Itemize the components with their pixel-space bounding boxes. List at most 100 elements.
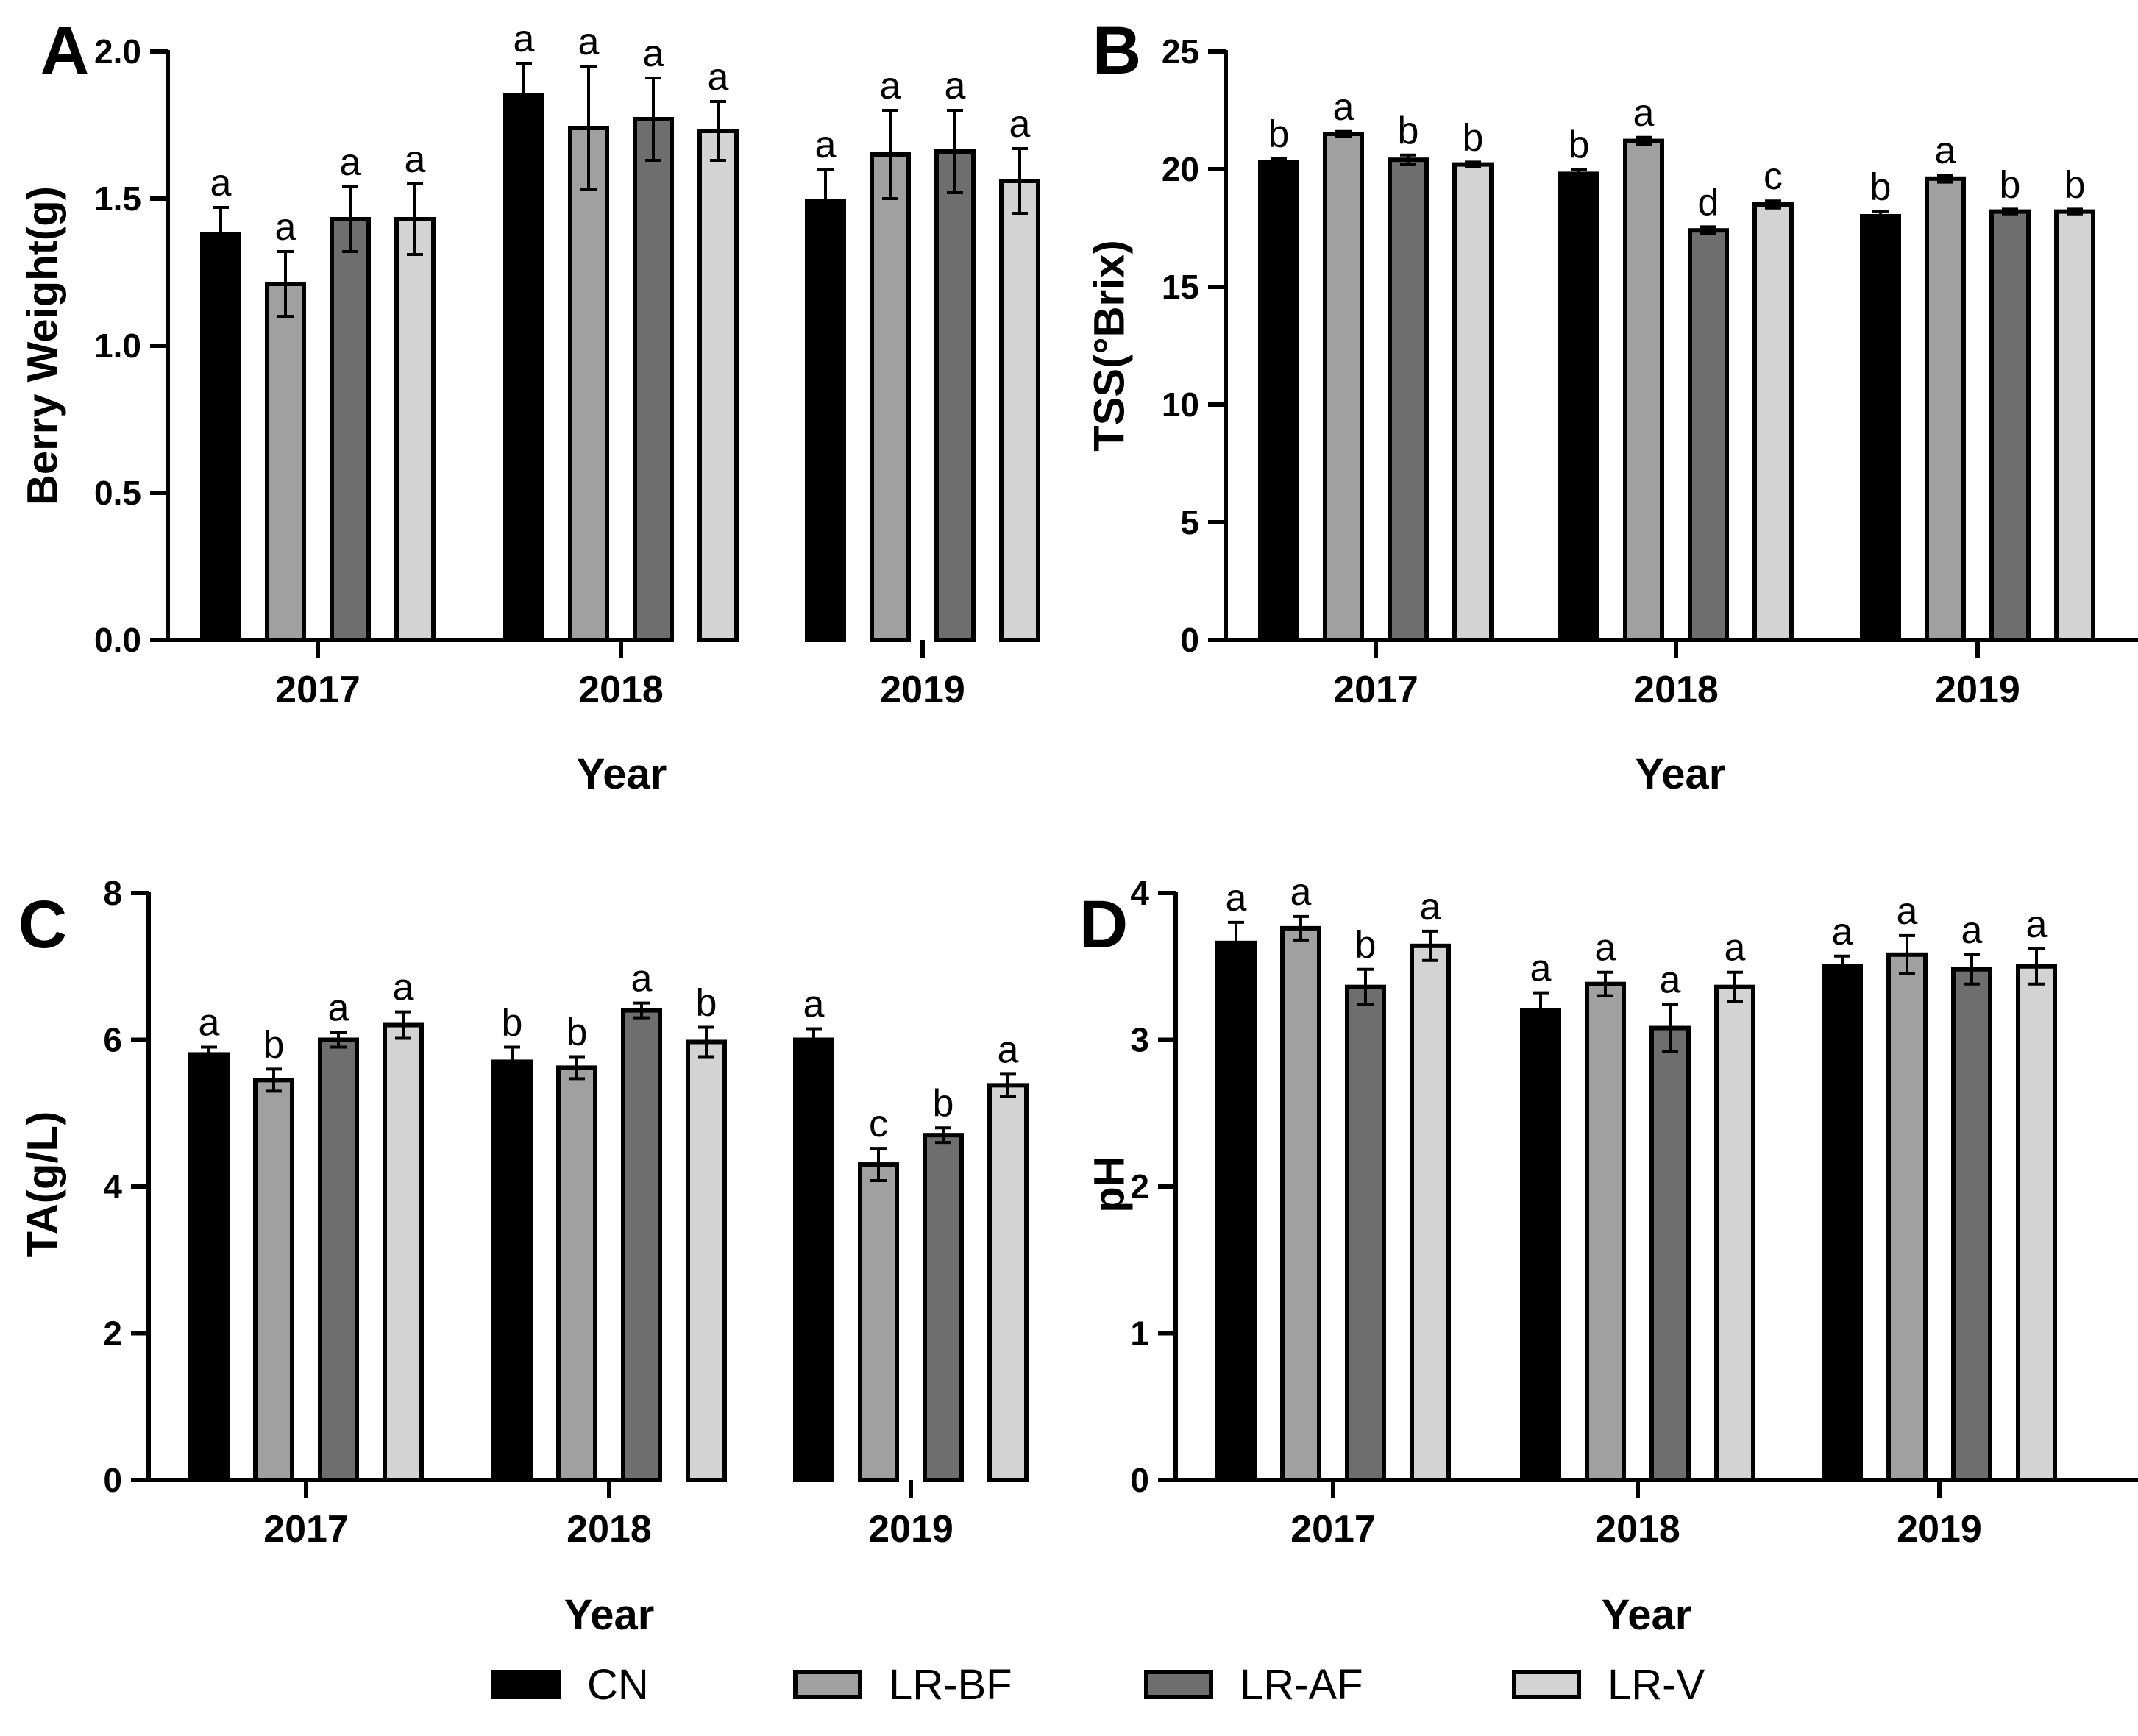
panel-b-x-axis-label: Year [1636, 750, 1726, 798]
legend-swatch-cn [491, 1670, 561, 1699]
panel-c-bar-lr-v-2018 [686, 1039, 727, 1483]
panel-b-bar-lr-v-2019 [2054, 209, 2095, 643]
panel-c-error-bar-lr-v-2017 [395, 1010, 411, 1040]
panel-a-error-bar-lr-bf-2018 [580, 65, 597, 191]
panel-d-error-bar-cn-2017 [1228, 920, 1244, 965]
panel-a-error-bar-cn-2019 [817, 168, 834, 235]
panel-a-sig-letter-cn-2018: a [514, 18, 535, 60]
panel-a-x-tick-label: 2018 [578, 669, 664, 711]
panel-a-bar-cn-2018 [503, 93, 544, 642]
panel-c-bar-lr-bf-2018 [556, 1065, 597, 1482]
panel-c-y-axis-label: TA(g/L) [19, 1111, 67, 1258]
panel-d-y-axis-label: pH [1086, 1156, 1134, 1212]
panel-b-error-bar-cn-2018 [1571, 168, 1587, 180]
panel-d-sig-letter-lr-bf-2018: a [1595, 927, 1616, 970]
panel-b-sig-letter-lr-af-2017: b [1398, 110, 1419, 152]
panel-b-error-bar-lr-bf-2018 [1636, 135, 1652, 146]
panel-d-y-tick-label: 2 [1130, 1167, 1149, 1206]
panel-a-bar-lr-af-2019 [934, 149, 976, 642]
panel-a-error-bar-cn-2018 [516, 62, 532, 129]
panel-b-bar-cn-2017 [1258, 160, 1299, 642]
panel-b-error-bar-lr-bf-2017 [1335, 129, 1352, 138]
panel-c-error-bar-lr-bf-2018 [569, 1055, 585, 1081]
panel-c-y-tick-label: 0 [103, 1461, 122, 1499]
panel-a-y-tick-label: 0.0 [94, 621, 141, 659]
panel-d-error-bar-lr-bf-2017 [1293, 914, 1309, 942]
panel-b-sig-letter-lr-v-2017: b [1463, 116, 1484, 159]
panel-c-bar-lr-af-2019 [923, 1133, 964, 1483]
legend-item-lr-bf: LR-BF [793, 1648, 1012, 1721]
panel-a-bar-lr-af-2018 [633, 117, 674, 642]
legend-label-lr-v: LR-V [1608, 1660, 1705, 1709]
panel-c-bar-cn-2017 [188, 1052, 230, 1482]
panel-d-sig-letter-cn-2018: a [1530, 947, 1552, 990]
panel-b-bar-lr-af-2018 [1688, 228, 1729, 642]
panel-b-sig-letter-lr-bf-2017: a [1333, 86, 1354, 129]
panel-a-bar-lr-bf-2019 [870, 152, 911, 642]
legend-swatch-lr-bf [793, 1670, 862, 1699]
panel-a-sig-letter-lr-v-2019: a [1009, 103, 1031, 146]
panel-d-error-bar-lr-af-2017 [1357, 967, 1374, 1006]
panel-d-sig-letter-lr-v-2018: a [1725, 927, 1746, 970]
panel-a-bar-lr-bf-2018 [568, 126, 609, 642]
panel-c-bar-lr-af-2018 [621, 1008, 662, 1482]
panel-a-error-bar-lr-af-2017 [342, 185, 358, 253]
panel-a-y-tick-label: 0.5 [94, 474, 141, 512]
legend: CN LR-BF LR-AF LR-V [0, 1648, 2138, 1721]
panel-d-sig-letter-lr-af-2019: a [1961, 909, 1983, 952]
panel-d-error-bar-cn-2018 [1533, 991, 1549, 1030]
panel-b-x-tick-label: 2018 [1633, 669, 1719, 711]
panel-b-sig-letter-lr-v-2018: c [1764, 155, 1783, 198]
panel-a-y-tick-label: 1.0 [94, 327, 141, 365]
panel-d-error-bar-lr-v-2019 [2028, 947, 2045, 986]
panel-b-error-bar-lr-v-2018 [1765, 199, 1781, 210]
panel-c-sig-letter-lr-af-2019: b [933, 1082, 954, 1125]
panel-a-sig-letter-lr-bf-2017: a [275, 206, 296, 249]
legend-item-lr-v: LR-V [1512, 1648, 1705, 1721]
panel-b-y-tick-label: 25 [1162, 32, 1199, 71]
legend-item-lr-af: LR-AF [1144, 1648, 1363, 1721]
panel-d-error-bar-lr-v-2017 [1422, 929, 1438, 962]
legend-label-cn: CN [587, 1660, 649, 1709]
panel-c-letter: C [18, 887, 67, 962]
panel-c-bar-cn-2019 [793, 1037, 834, 1482]
panel-a-sig-letter-lr-af-2017: a [340, 141, 361, 184]
panel-d-y-tick-label: 1 [1130, 1315, 1149, 1353]
panel-a-sig-letter-lr-af-2018: a [643, 32, 664, 75]
panel-c-error-bar-lr-af-2017 [330, 1031, 347, 1049]
panel-c-sig-letter-lr-af-2017: a [328, 987, 349, 1030]
panel-d-y-tick-label: 4 [1130, 874, 1149, 912]
panel-b-y-tick-label: 10 [1162, 385, 1199, 424]
panel-d-sig-letter-cn-2019: a [1832, 911, 1853, 953]
panel-c-error-bar-lr-bf-2019 [870, 1147, 887, 1183]
panel-a-error-bar-lr-v-2019 [1012, 147, 1028, 215]
panel-c-sig-letter-lr-v-2017: a [393, 967, 414, 1009]
panel-a-error-bar-lr-af-2018 [645, 77, 661, 162]
panel-c-sig-letter-lr-bf-2017: b [263, 1023, 285, 1066]
panel-d-error-bar-lr-af-2018 [1662, 1003, 1678, 1053]
panel-b-sig-letter-cn-2017: b [1268, 113, 1290, 156]
panel-a-sig-letter-lr-af-2019: a [945, 65, 966, 107]
legend-label-lr-bf: LR-BF [889, 1660, 1012, 1709]
panel-c-sig-letter-lr-v-2018: b [696, 982, 717, 1025]
panel-a-error-bar-lr-bf-2019 [882, 109, 898, 200]
panel-a-sig-letter-cn-2017: a [210, 162, 232, 204]
legend-swatch-lr-af [1144, 1670, 1213, 1699]
panel-a-error-bar-lr-v-2018 [710, 100, 726, 162]
panel-d-bar-lr-af-2019 [1951, 967, 1992, 1482]
panel-b-error-bar-cn-2017 [1271, 157, 1287, 168]
panel-a-bar-lr-v-2017 [394, 217, 436, 642]
panel-d-error-bar-lr-af-2019 [1964, 953, 1980, 986]
panel-d-sig-letter-lr-v-2017: a [1420, 886, 1441, 928]
panel-b-sig-letter-lr-v-2019: b [2064, 163, 2086, 206]
panel-c-error-bar-lr-af-2019 [935, 1126, 951, 1145]
panel-c-x-tick-label: 2017 [263, 1508, 349, 1551]
panel-c-bar-lr-af-2017 [318, 1037, 359, 1482]
panel-b-letter: B [1093, 13, 1141, 88]
panel-b-sig-letter-cn-2018: b [1569, 124, 1590, 166]
panel-c-sig-letter-lr-v-2019: a [998, 1028, 1019, 1071]
panel-c-y-tick-label: 4 [103, 1167, 122, 1206]
legend-label-lr-af: LR-AF [1240, 1660, 1363, 1709]
panel-c-x-tick-label: 2019 [868, 1508, 953, 1551]
